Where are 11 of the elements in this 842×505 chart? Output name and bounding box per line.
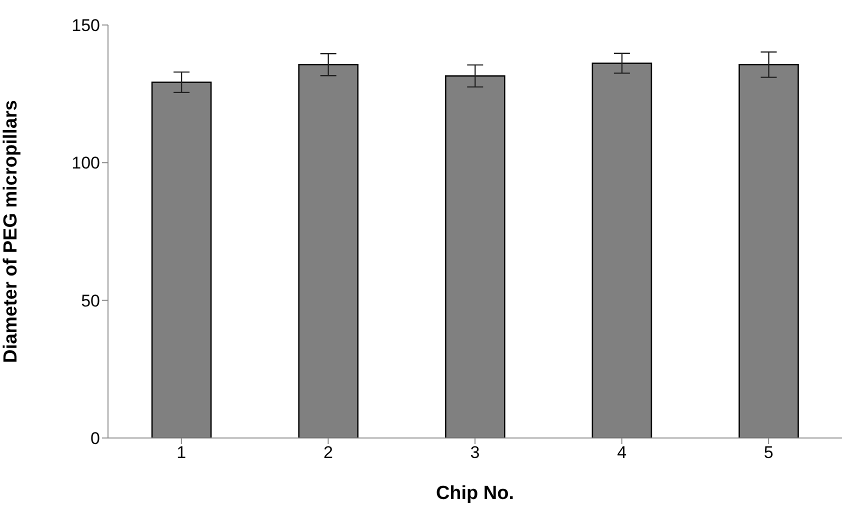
x-tick-label: 3 xyxy=(470,443,480,462)
x-tick-label: 1 xyxy=(176,443,186,462)
x-axis-title: Chip No. xyxy=(436,483,514,504)
y-tick-label: 100 xyxy=(72,154,100,173)
y-tick-label: 0 xyxy=(90,429,100,448)
x-tick-label: 2 xyxy=(323,443,333,462)
y-axis-title: Diameter of PEG micropillars xyxy=(0,100,22,363)
x-tick-label: 4 xyxy=(617,443,627,462)
y-tick-label: 150 xyxy=(72,16,100,36)
y-tick-label: 50 xyxy=(81,291,100,310)
x-tick-label: 5 xyxy=(764,443,774,462)
